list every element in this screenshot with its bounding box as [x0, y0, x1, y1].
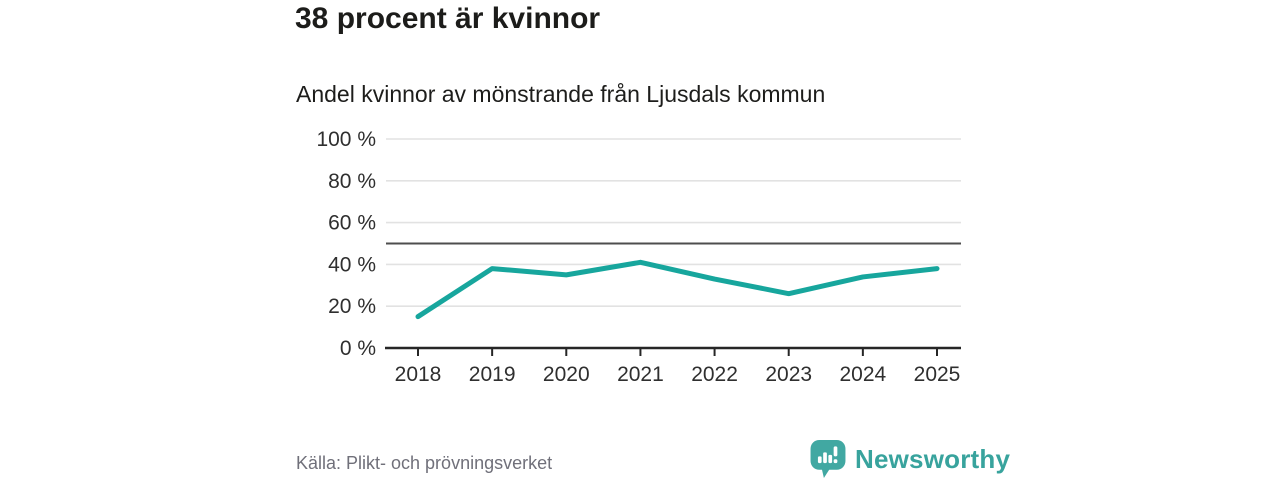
- newsworthy-bubble-chart-icon: [810, 440, 846, 478]
- svg-text:100 %: 100 %: [316, 128, 376, 151]
- svg-text:0 %: 0 %: [340, 337, 376, 360]
- svg-text:2025: 2025: [914, 363, 961, 386]
- newsworthy-logo: Newsworthy: [810, 440, 1010, 478]
- svg-text:2022: 2022: [691, 363, 738, 386]
- chart-subtitle: Andel kvinnor av mönstrande från Ljusdal…: [296, 81, 826, 107]
- source-text: Källa: Plikt- och prövningsverket: [296, 453, 553, 473]
- chart-title: 38 procent är kvinnor: [295, 2, 601, 35]
- svg-text:80 %: 80 %: [328, 170, 376, 193]
- svg-text:2023: 2023: [765, 363, 812, 386]
- svg-text:60 %: 60 %: [328, 212, 376, 235]
- brand-name: Newsworthy: [855, 443, 1011, 474]
- svg-text:2021: 2021: [617, 363, 664, 386]
- svg-text:40 %: 40 %: [328, 253, 376, 276]
- svg-text:2018: 2018: [395, 363, 442, 386]
- svg-text:2019: 2019: [469, 363, 516, 386]
- svg-text:2020: 2020: [543, 363, 590, 386]
- svg-text:2024: 2024: [839, 363, 886, 386]
- svg-text:20 %: 20 %: [328, 295, 376, 318]
